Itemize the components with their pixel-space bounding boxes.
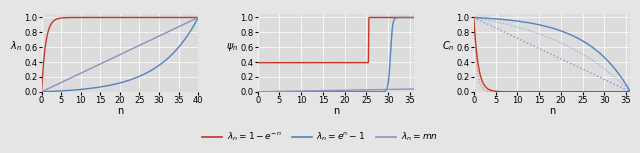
X-axis label: n: n: [116, 106, 123, 116]
X-axis label: n: n: [549, 106, 556, 116]
Y-axis label: $\psi_n$: $\psi_n$: [226, 41, 238, 53]
Y-axis label: $C_n$: $C_n$: [442, 39, 454, 53]
X-axis label: n: n: [333, 106, 339, 116]
Legend: $\lambda_n = 1 - e^{-n}$, $\lambda_n = e^n - 1$, $\lambda_n = mn$: $\lambda_n = 1 - e^{-n}$, $\lambda_n = e…: [198, 127, 442, 147]
Y-axis label: $\lambda_n$: $\lambda_n$: [10, 39, 22, 53]
